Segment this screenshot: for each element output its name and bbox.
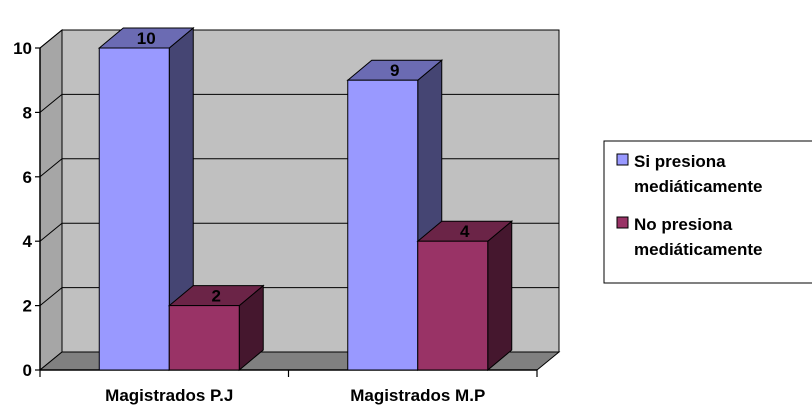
y-tick-label: 10 xyxy=(13,39,32,58)
y-tick-label: 0 xyxy=(23,361,32,380)
legend-label: No presiona xyxy=(634,215,733,234)
legend-label: Si presiona xyxy=(634,152,726,171)
bars xyxy=(97,26,514,372)
y-tick-label: 4 xyxy=(23,232,33,251)
legend-swatch xyxy=(616,216,629,229)
legend: Si presiona mediáticamente No presiona medi… xyxy=(603,140,812,284)
data-label: 2 xyxy=(212,287,221,306)
bar-side xyxy=(487,220,513,372)
legend-label: mediáticamente xyxy=(634,177,763,196)
y-tick-label: 8 xyxy=(23,103,32,122)
gridline xyxy=(39,29,559,49)
bar xyxy=(167,284,265,372)
category-labels: Magistrados P.J Magistrados M.P xyxy=(105,386,485,405)
bar xyxy=(97,26,195,372)
side-wall xyxy=(39,28,63,372)
bar xyxy=(416,220,514,372)
category-label: Magistrados P.J xyxy=(105,386,233,405)
bar-front xyxy=(347,79,419,371)
legend-box xyxy=(603,140,812,284)
y-tick-label: 6 xyxy=(23,168,32,187)
category-label: Magistrados M.P xyxy=(350,386,485,405)
bar-front xyxy=(168,305,240,371)
bar-front xyxy=(98,47,170,371)
data-label: 4 xyxy=(460,222,470,241)
data-labels: 10 2 9 4 xyxy=(137,29,470,306)
y-tick-label: 2 xyxy=(23,297,32,316)
bar-front xyxy=(417,240,489,371)
legend-label: mediáticamente xyxy=(634,240,763,259)
data-label: 9 xyxy=(390,61,399,80)
legend-swatch xyxy=(616,153,629,166)
data-label: 10 xyxy=(137,29,156,48)
y-tick-labels: 0 2 4 6 8 10 xyxy=(13,39,32,380)
